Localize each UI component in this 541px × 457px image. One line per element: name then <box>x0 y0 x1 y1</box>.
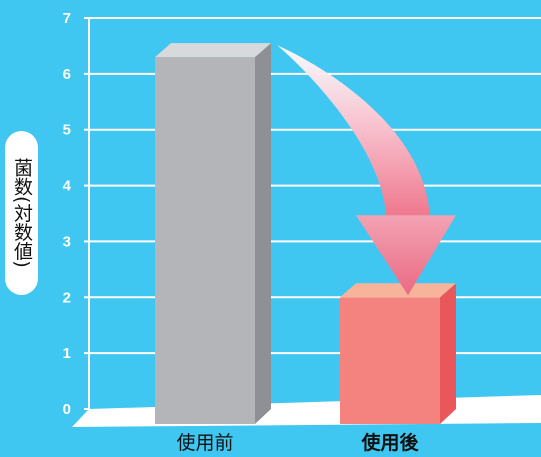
curved-down-arrow-icon <box>277 45 456 296</box>
y-tick-label: 7 <box>63 10 71 27</box>
bar-front <box>155 57 255 424</box>
y-tick-label: 2 <box>63 289 71 306</box>
y-axis-label-pill: 菌数(対数値) <box>5 131 38 295</box>
y-tick-label: 0 <box>63 401 71 418</box>
y-axis-label: 菌数(対数値) <box>11 158 33 268</box>
x-tick-label: 使用前 <box>176 432 233 454</box>
arrow-shaft <box>277 45 430 224</box>
y-tick-label: 1 <box>63 345 71 362</box>
y-tick-label: 5 <box>63 122 71 139</box>
bar-top <box>340 283 456 298</box>
chart-floor <box>72 395 541 427</box>
bar-before <box>155 43 271 424</box>
x-tick-label: 使用後 <box>360 431 419 454</box>
bar-top <box>155 43 271 58</box>
bar-side <box>440 283 456 424</box>
bar-side <box>255 43 271 424</box>
bar-after <box>340 283 456 424</box>
y-tick-label: 6 <box>63 66 71 83</box>
y-tick-label: 3 <box>63 233 71 250</box>
bar-front <box>340 297 440 424</box>
y-tick-label: 4 <box>63 178 72 195</box>
arrow-head <box>356 215 456 296</box>
